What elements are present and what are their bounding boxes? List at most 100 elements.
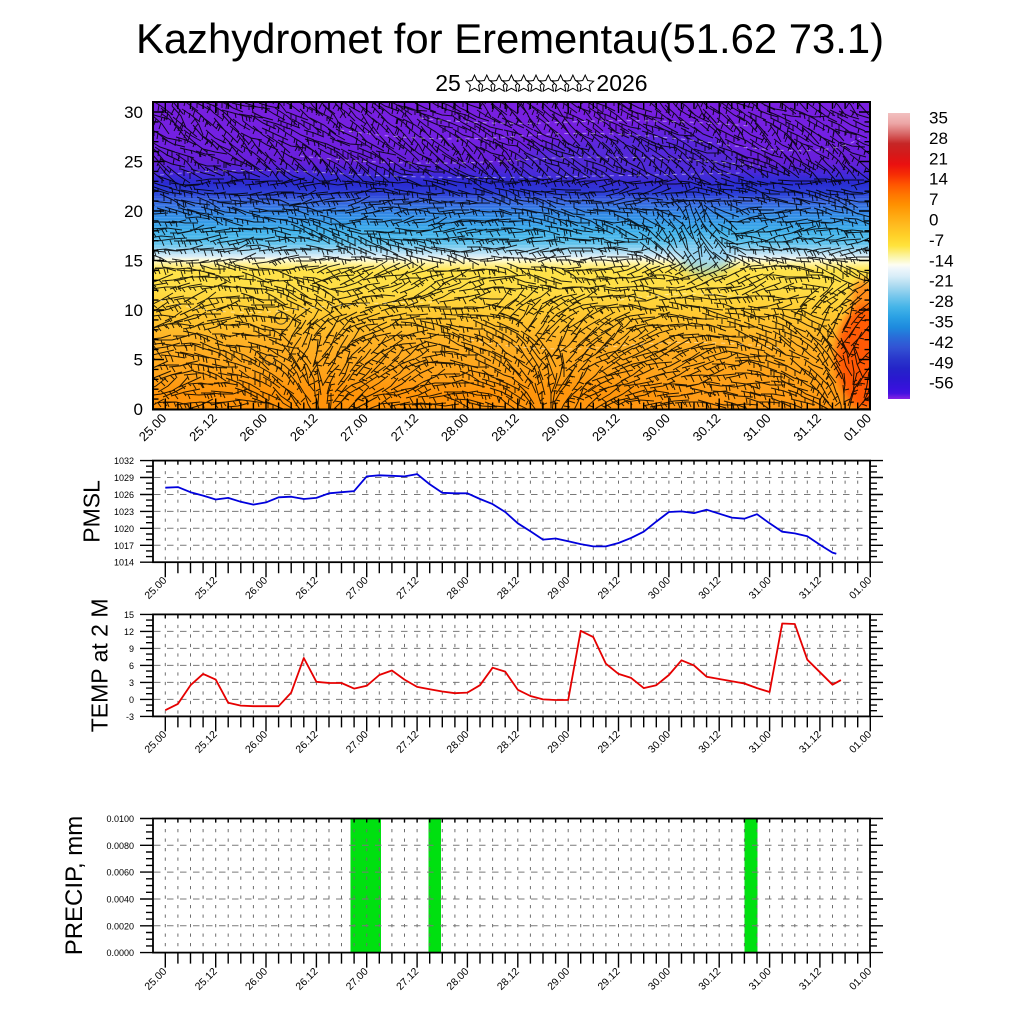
- svg-text:12: 12: [124, 627, 134, 637]
- svg-text:0.0020: 0.0020: [106, 921, 134, 931]
- svg-text:0: 0: [129, 695, 134, 705]
- svg-text:1020: 1020: [114, 524, 134, 534]
- svg-text:26.00: 26.00: [243, 729, 270, 756]
- svg-text:25.00: 25.00: [142, 966, 169, 993]
- svg-text:-3: -3: [126, 712, 134, 722]
- svg-text:29.12: 29.12: [596, 575, 623, 602]
- svg-text:27.12: 27.12: [394, 575, 421, 602]
- svg-text:27.00: 27.00: [337, 411, 371, 445]
- svg-text:20: 20: [124, 202, 143, 221]
- svg-text:28.00: 28.00: [444, 729, 471, 756]
- svg-text:9: 9: [129, 644, 134, 654]
- svg-text:30.00: 30.00: [646, 966, 673, 993]
- svg-text:TEMP at 2 M: TEMP at 2 M: [87, 599, 113, 733]
- svg-text:-14: -14: [929, 251, 954, 270]
- svg-text:10: 10: [124, 301, 143, 320]
- svg-text:-21: -21: [929, 272, 954, 291]
- svg-text:27.00: 27.00: [344, 729, 371, 756]
- svg-text:30: 30: [124, 103, 143, 122]
- svg-text:1032: 1032: [114, 456, 134, 466]
- svg-text:25: 25: [124, 153, 143, 172]
- svg-text:31.12: 31.12: [797, 575, 824, 602]
- svg-text:31.12: 31.12: [797, 729, 824, 756]
- svg-text:31.00: 31.00: [747, 966, 774, 993]
- svg-text:Kazhydromet for Erementau(51.6: Kazhydromet for Erementau(51.62 73.1): [136, 15, 884, 62]
- svg-text:26.00: 26.00: [237, 411, 271, 445]
- svg-text:30.00: 30.00: [646, 729, 673, 756]
- svg-text:29.00: 29.00: [545, 966, 572, 993]
- svg-text:-49: -49: [929, 353, 954, 372]
- svg-text:25.12: 25.12: [186, 411, 220, 445]
- svg-text:26.00: 26.00: [243, 575, 270, 602]
- svg-text:29.00: 29.00: [545, 729, 572, 756]
- svg-text:-35: -35: [929, 313, 954, 332]
- svg-text:25.12: 25.12: [193, 966, 220, 993]
- svg-text:29.00: 29.00: [545, 575, 572, 602]
- svg-text:28.12: 28.12: [495, 575, 522, 602]
- svg-text:1023: 1023: [114, 507, 134, 517]
- svg-text:1026: 1026: [114, 490, 134, 500]
- svg-text:30.00: 30.00: [646, 575, 673, 602]
- svg-text:3: 3: [129, 678, 134, 688]
- svg-text:1017: 1017: [114, 541, 134, 551]
- svg-text:30.00: 30.00: [639, 411, 673, 445]
- svg-text:27.00: 27.00: [344, 966, 371, 993]
- svg-text:28.12: 28.12: [495, 729, 522, 756]
- svg-text:27.12: 27.12: [394, 729, 421, 756]
- svg-text:31.00: 31.00: [747, 729, 774, 756]
- svg-text:01.00: 01.00: [841, 411, 875, 445]
- svg-text:31.00: 31.00: [747, 575, 774, 602]
- svg-text:-56: -56: [929, 374, 954, 393]
- svg-text:15: 15: [124, 252, 143, 271]
- svg-text:0: 0: [134, 400, 143, 419]
- svg-text:6: 6: [129, 661, 134, 671]
- svg-text:28.00: 28.00: [444, 575, 471, 602]
- svg-text:01.00: 01.00: [847, 966, 874, 993]
- svg-text:0.0100: 0.0100: [106, 814, 134, 824]
- svg-text:31.00: 31.00: [740, 411, 774, 445]
- svg-text:29.12: 29.12: [596, 966, 623, 993]
- svg-text:26.12: 26.12: [293, 729, 320, 756]
- svg-text:30.12: 30.12: [690, 411, 724, 445]
- svg-text:01.00: 01.00: [847, 575, 874, 602]
- svg-text:25.12: 25.12: [193, 575, 220, 602]
- svg-text:25: 25: [435, 70, 461, 96]
- svg-text:1014: 1014: [114, 558, 134, 568]
- svg-text:26.12: 26.12: [293, 575, 320, 602]
- svg-text:PRECIP, mm: PRECIP, mm: [61, 816, 88, 956]
- svg-text:30.12: 30.12: [696, 729, 723, 756]
- svg-text:-42: -42: [929, 333, 954, 352]
- svg-text:31.12: 31.12: [790, 411, 824, 445]
- svg-text:5: 5: [134, 351, 143, 370]
- svg-text:25.12: 25.12: [193, 729, 220, 756]
- svg-text:01.00: 01.00: [847, 729, 874, 756]
- svg-text:14: 14: [929, 170, 948, 189]
- svg-text:26.00: 26.00: [243, 966, 270, 993]
- svg-text:29.12: 29.12: [596, 729, 623, 756]
- svg-text:28.12: 28.12: [488, 411, 522, 445]
- svg-text:29.12: 29.12: [589, 411, 623, 445]
- svg-text:26.12: 26.12: [293, 966, 320, 993]
- svg-text:PMSL: PMSL: [79, 480, 105, 543]
- svg-text:28.12: 28.12: [495, 966, 522, 993]
- svg-text:27.00: 27.00: [344, 575, 371, 602]
- svg-text:0.0000: 0.0000: [106, 948, 134, 958]
- svg-text:0.0060: 0.0060: [106, 868, 134, 878]
- svg-text:28: 28: [929, 129, 948, 148]
- svg-text:0: 0: [929, 211, 938, 230]
- svg-text:31.12: 31.12: [797, 966, 824, 993]
- svg-text:27.12: 27.12: [394, 966, 421, 993]
- svg-text:0.0040: 0.0040: [106, 895, 134, 905]
- svg-text:-28: -28: [929, 292, 954, 311]
- svg-text:15: 15: [124, 610, 134, 620]
- svg-text:30.12: 30.12: [696, 575, 723, 602]
- svg-text:-7: -7: [929, 231, 944, 250]
- svg-text:21: 21: [929, 149, 948, 168]
- svg-text:25.00: 25.00: [142, 575, 169, 602]
- svg-text:1029: 1029: [114, 473, 134, 483]
- svg-text:25.00: 25.00: [142, 729, 169, 756]
- svg-text:35: 35: [929, 109, 948, 128]
- svg-text:28.00: 28.00: [438, 411, 472, 445]
- svg-text:7: 7: [929, 190, 938, 209]
- svg-text:29.00: 29.00: [539, 411, 573, 445]
